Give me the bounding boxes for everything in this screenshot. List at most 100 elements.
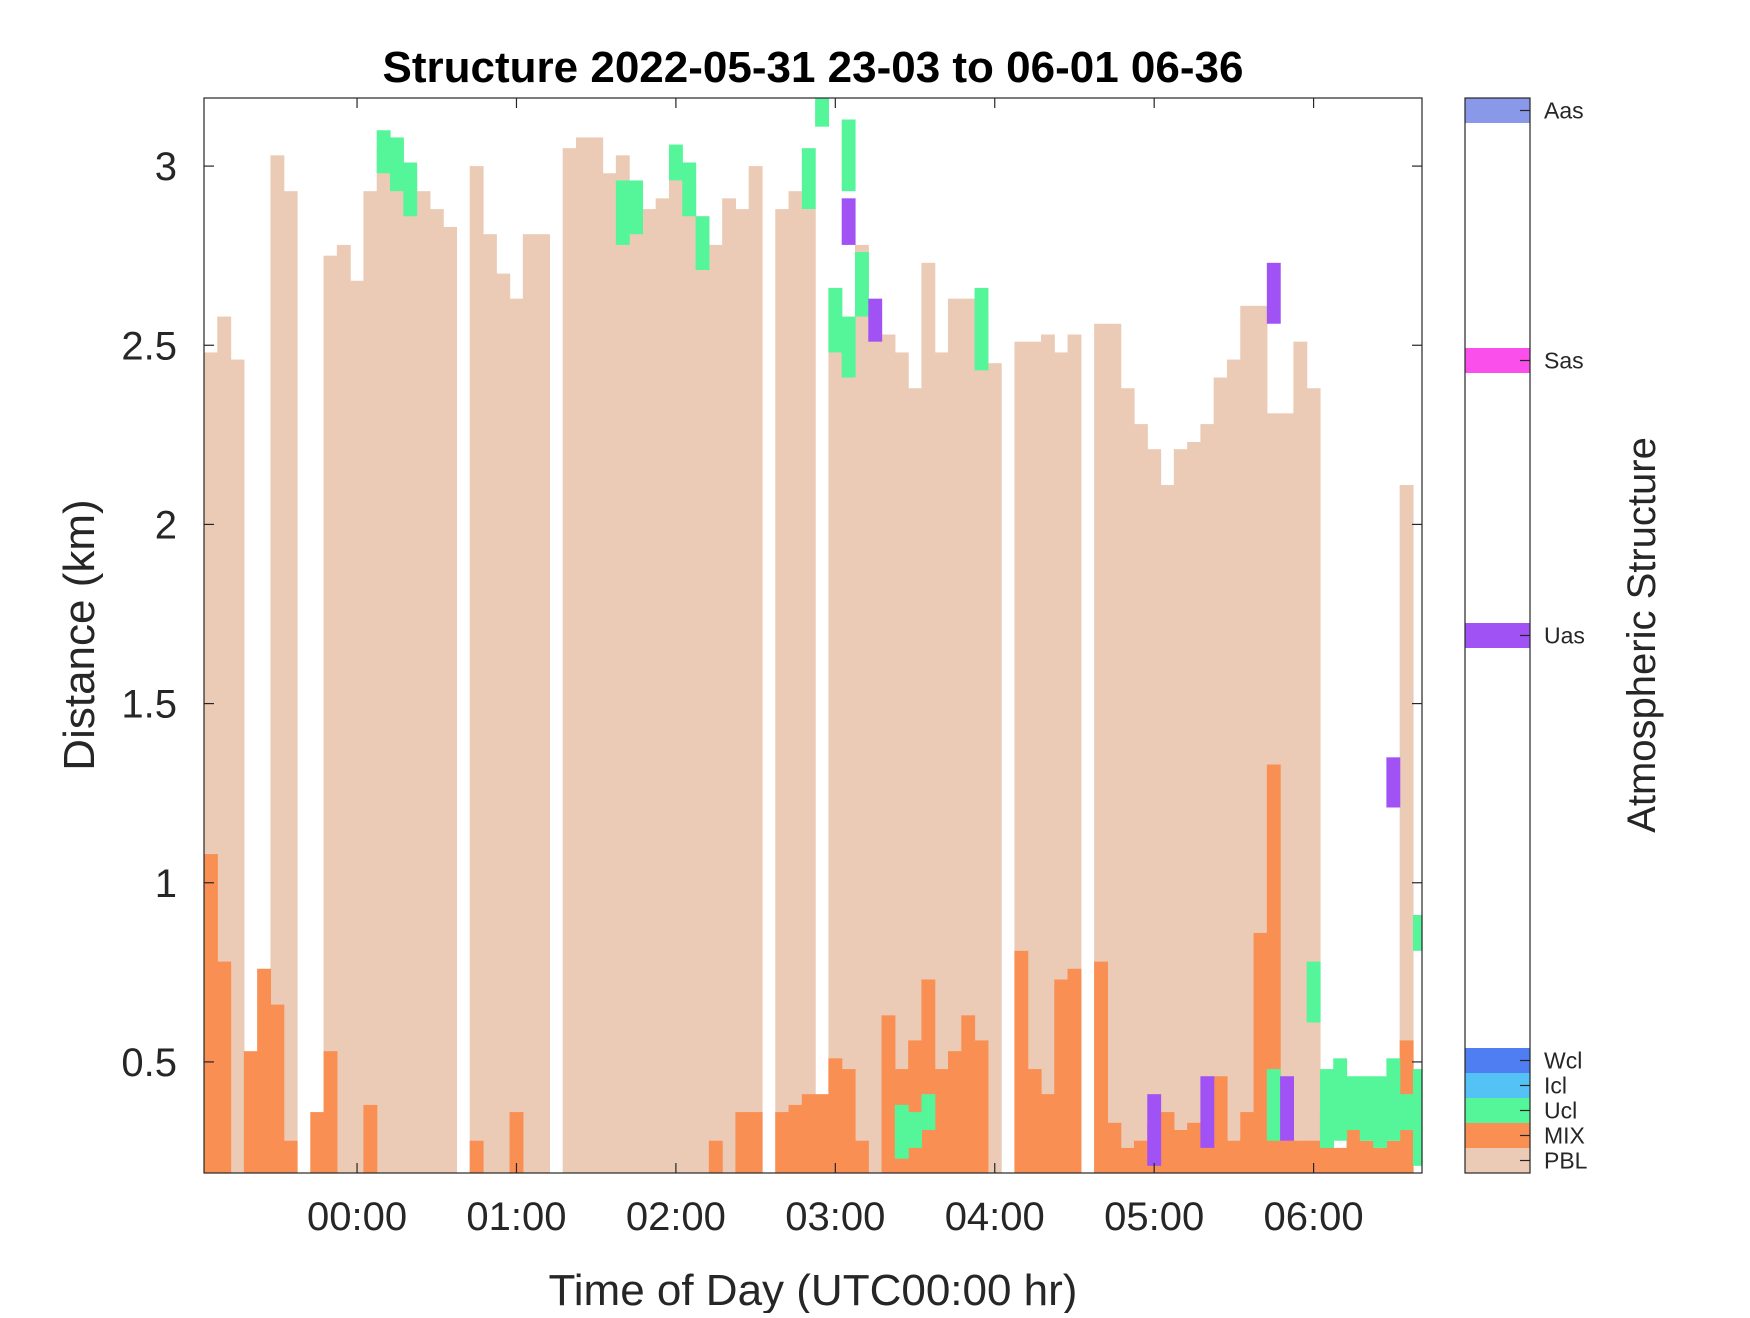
mix-cell [1173,1130,1188,1173]
mix-cell [921,979,936,1173]
colorbar-tick-label: Ucl [1544,1098,1577,1124]
ucl-cell [403,162,418,217]
colorbar-swatch-sas [1465,348,1530,373]
pbl-cell [389,141,404,1173]
pbl-cell [336,244,351,1174]
ucl-cell [921,1094,936,1130]
data-cells [204,98,1423,1174]
pbl-cell [908,388,923,1173]
pbl-cell [961,298,976,1173]
pbl-cell [363,191,378,1174]
x-tick-label: 00:00 [307,1195,407,1239]
mix-cell [854,1140,869,1173]
mix-cell [1120,1147,1135,1173]
mix-cell [204,854,218,1173]
mix-cell [1359,1140,1374,1173]
ucl-cell [1333,1058,1348,1141]
colorbar-tick-label: MIX [1544,1123,1585,1149]
ucl-cell [854,252,869,317]
pbl-cell [429,209,444,1173]
pbl-cell [629,184,644,1173]
mix-cell [1094,961,1109,1173]
mix-cell [1213,1076,1228,1173]
pbl-cell [1040,334,1055,1173]
pbl-cell [1173,449,1188,1173]
pbl-cell [987,363,1002,1173]
mix-cell [788,1104,803,1173]
pbl-cell [788,191,803,1174]
y-tick-label: 0.5 [121,1041,177,1085]
colorbar-swatch-mix [1465,1123,1530,1148]
pbl-cell [682,184,697,1173]
uas-cell [868,298,883,342]
ucl-cell [1266,1069,1281,1141]
x-tick-label: 02:00 [626,1195,726,1239]
x-tick-label: 03:00 [785,1195,885,1239]
colorbar-tick-label: Icl [1544,1073,1567,1099]
pbl-cell [482,234,497,1174]
y-tick-label: 2 [155,503,177,547]
pbl-cell [1226,359,1241,1174]
x-tick-label: 05:00 [1104,1195,1204,1239]
uas-cell [1266,262,1281,324]
mix-cell [1027,1069,1042,1173]
mix-cell [1040,1094,1055,1173]
x-axis-label: Time of Day (UTC00:00 hr) [549,1266,1078,1313]
uas-cell [1386,757,1401,808]
pbl-cell [575,137,590,1173]
y-axis-label: Distance (km) [55,499,104,770]
ucl-cell [1386,1058,1401,1141]
colorbar-label: Atmospheric Structure [1620,437,1664,833]
plot-frame [203,97,1423,1174]
pbl-cell [894,352,909,1173]
pbl-cell [376,148,391,1173]
pbl-cell [323,255,338,1174]
pbl-cell [416,191,431,1174]
colorbar-tick-label: PBL [1544,1148,1588,1174]
x-tick-label: 01:00 [466,1195,566,1239]
pbl-cell [934,352,949,1173]
mix-cell [217,961,232,1173]
mix-cell [1107,1122,1122,1173]
mix-cell [1226,1140,1241,1173]
mix-cell [841,1069,856,1173]
pbl-cell [509,298,524,1173]
pbl-cell [589,137,604,1173]
mix-cell [1253,932,1268,1173]
mix-cell [735,1112,750,1173]
mix-cell [961,1015,976,1173]
mix-cell [257,968,272,1173]
pbl-cell [801,209,816,1173]
pbl-cell [748,166,763,1173]
mix-cell [974,1040,989,1173]
pbl-cell [230,359,245,1174]
mix-cell [828,1058,843,1173]
pbl-cell [655,198,670,1173]
pbl-cell [1067,334,1082,1173]
pbl-cell [775,209,790,1173]
pbl-cell [443,227,458,1173]
mix-cell [509,1112,524,1173]
mix-cell [748,1112,763,1173]
mix-cell [1133,1140,1148,1173]
mix-cell [934,1069,949,1173]
colorbar-tick-label: Uas [1544,623,1585,649]
ucl-cell [1412,915,1423,951]
y-tick-label: 2.5 [121,324,177,368]
ucl-cell [1399,1094,1414,1130]
mix-cell [469,1140,484,1173]
mix-cell [1014,950,1029,1173]
pbl-cell [1120,388,1135,1173]
ucl-cell [376,130,391,174]
pbl-cell [1094,323,1109,1173]
ucl-cell [894,1104,909,1159]
mix-cell [1187,1122,1202,1173]
ucl-cell [629,180,644,235]
mix-cell [1160,1112,1175,1173]
pbl-cell [828,287,843,1173]
ucl-cell [1373,1076,1387,1148]
ucl-cell [974,287,989,371]
pbl-cell [841,316,856,1174]
